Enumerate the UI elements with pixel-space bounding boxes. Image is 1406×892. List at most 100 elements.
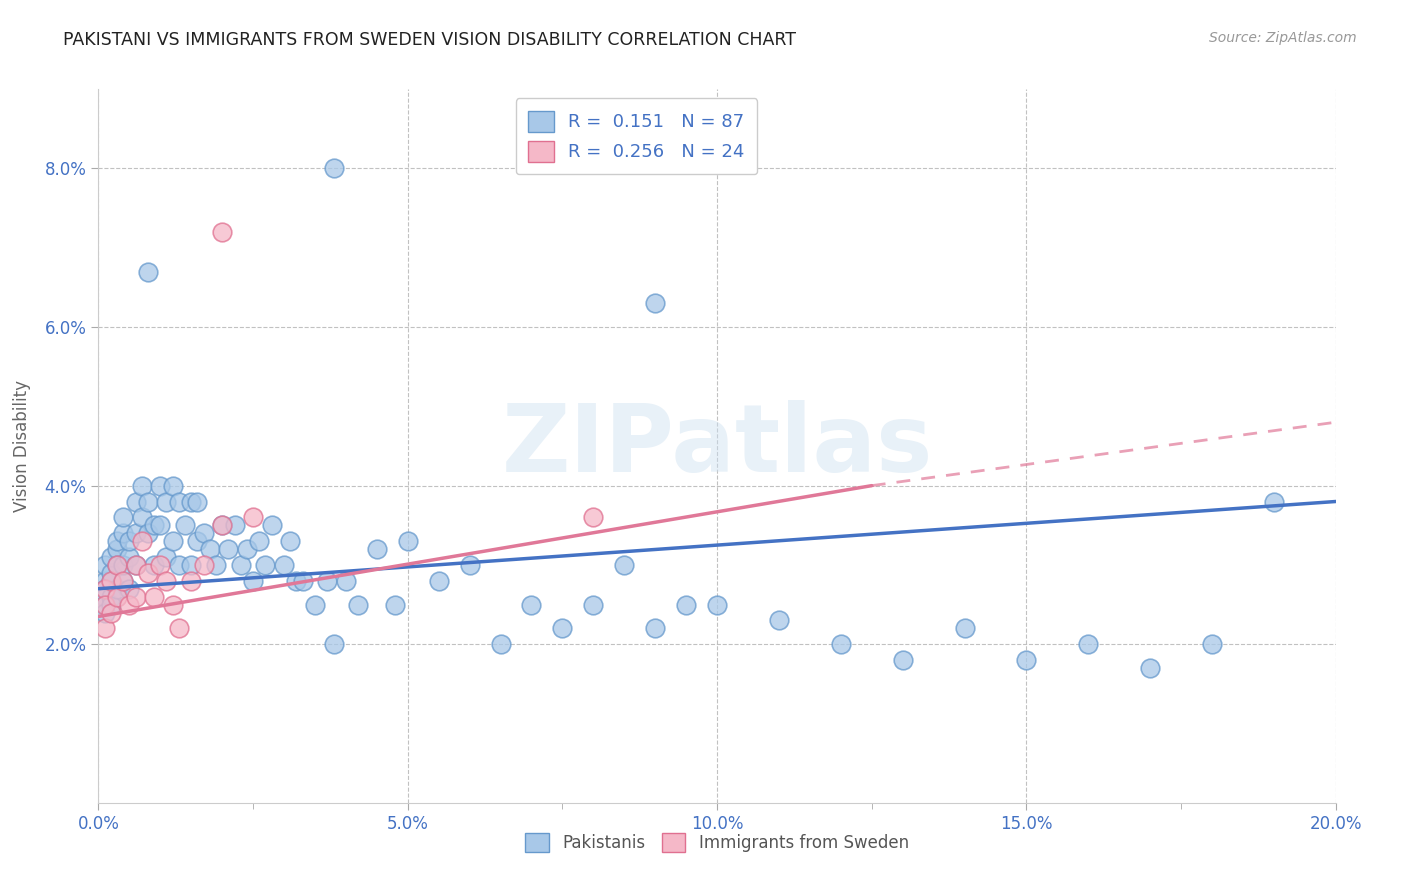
Point (105, 558, 128, 572)
Point (93, 598, 115, 612)
Point (112, 558, 135, 572)
Legend: Pakistanis, Immigrants from Sweden: Pakistanis, Immigrants from Sweden (519, 826, 915, 859)
Point (1139, 661, 1161, 675)
Point (136, 494, 159, 508)
Point (124, 526, 146, 541)
Point (167, 558, 190, 572)
Point (304, 598, 326, 612)
Point (112, 574, 135, 588)
Point (953, 621, 976, 635)
Point (100, 574, 122, 588)
Point (193, 558, 215, 572)
Point (100, 606, 122, 620)
Point (105, 534, 128, 549)
Text: Source: ZipAtlas.com: Source: ZipAtlas.com (1209, 31, 1357, 45)
Point (186, 494, 208, 508)
Point (124, 558, 146, 572)
Point (193, 526, 215, 541)
Point (273, 558, 295, 572)
Point (242, 574, 264, 588)
Point (644, 621, 666, 635)
Point (489, 637, 512, 651)
Point (180, 574, 202, 588)
Point (118, 549, 141, 564)
Point (124, 494, 146, 508)
Point (149, 478, 172, 492)
Point (582, 598, 605, 612)
Point (162, 534, 184, 549)
Point (124, 590, 146, 604)
Point (100, 549, 122, 564)
Point (613, 558, 636, 572)
Point (384, 598, 406, 612)
Point (105, 582, 128, 596)
Point (124, 558, 146, 572)
Point (322, 637, 344, 651)
Point (211, 518, 233, 533)
Point (180, 558, 202, 572)
Point (93, 621, 115, 635)
Point (217, 542, 239, 557)
Point (551, 621, 574, 635)
Point (143, 558, 166, 572)
Point (112, 574, 135, 588)
Point (396, 534, 419, 549)
Point (180, 494, 202, 508)
Point (211, 225, 233, 239)
Point (93, 598, 115, 612)
Point (830, 637, 852, 651)
Point (458, 558, 481, 572)
Point (167, 621, 190, 635)
Point (118, 598, 141, 612)
Point (131, 534, 153, 549)
Point (1015, 653, 1038, 667)
Point (316, 574, 339, 588)
Point (136, 566, 159, 580)
Point (93, 574, 115, 588)
Point (112, 526, 135, 541)
Point (675, 598, 697, 612)
Point (322, 161, 344, 176)
Point (335, 574, 357, 588)
Point (93, 582, 115, 596)
Point (105, 590, 128, 604)
Point (427, 574, 450, 588)
Point (706, 598, 728, 612)
Point (347, 598, 370, 612)
Point (167, 494, 190, 508)
Point (93, 606, 115, 620)
Point (100, 598, 122, 612)
Point (136, 526, 159, 541)
Point (174, 518, 197, 533)
Point (155, 494, 177, 508)
Point (520, 598, 543, 612)
Point (211, 518, 233, 533)
Point (93, 590, 115, 604)
Point (285, 574, 308, 588)
Point (93, 582, 115, 596)
Point (149, 558, 172, 572)
Point (768, 614, 790, 628)
Point (278, 534, 301, 549)
Point (205, 558, 228, 572)
Point (131, 478, 153, 492)
Point (236, 542, 259, 557)
Point (224, 518, 246, 533)
Point (105, 542, 128, 557)
Y-axis label: Vision Disability: Vision Disability (13, 380, 31, 512)
Point (291, 574, 314, 588)
Point (100, 590, 122, 604)
Point (198, 542, 221, 557)
Point (366, 542, 388, 557)
Point (186, 534, 208, 549)
Point (242, 510, 264, 524)
Point (644, 296, 666, 310)
Point (247, 534, 270, 549)
Point (93, 558, 115, 572)
Point (1263, 494, 1285, 508)
Point (131, 510, 153, 524)
Point (100, 574, 122, 588)
Point (118, 534, 141, 549)
Point (105, 558, 128, 572)
Text: PAKISTANI VS IMMIGRANTS FROM SWEDEN VISION DISABILITY CORRELATION CHART: PAKISTANI VS IMMIGRANTS FROM SWEDEN VISI… (63, 31, 796, 49)
